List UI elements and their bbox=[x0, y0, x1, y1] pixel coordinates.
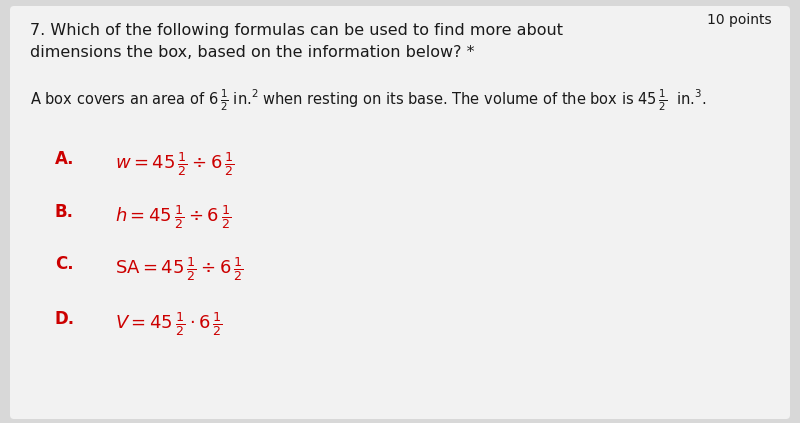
Text: C.: C. bbox=[55, 255, 74, 273]
Text: A box covers an area of $6\,\frac{1}{2}$ in.$^2$ when resting on its base. The v: A box covers an area of $6\,\frac{1}{2}$… bbox=[30, 88, 706, 113]
Text: $h = 45\,\frac{1}{2} \div 6\,\frac{1}{2}$: $h = 45\,\frac{1}{2} \div 6\,\frac{1}{2}… bbox=[115, 203, 231, 231]
Text: B.: B. bbox=[55, 203, 74, 221]
Text: 10 points: 10 points bbox=[707, 13, 772, 27]
Text: $\mathrm{SA} = 45\,\frac{1}{2} \div 6\,\frac{1}{2}$: $\mathrm{SA} = 45\,\frac{1}{2} \div 6\,\… bbox=[115, 255, 243, 283]
FancyBboxPatch shape bbox=[10, 6, 790, 419]
Text: 7. Which of the following formulas can be used to find more about: 7. Which of the following formulas can b… bbox=[30, 23, 563, 38]
Text: D.: D. bbox=[55, 310, 75, 328]
Text: dimensions the box, based on the information below? *: dimensions the box, based on the informa… bbox=[30, 45, 474, 60]
Text: $V = 45\,\frac{1}{2} \cdot 6\,\frac{1}{2}$: $V = 45\,\frac{1}{2} \cdot 6\,\frac{1}{2… bbox=[115, 310, 222, 338]
Text: $w = 45\,\frac{1}{2} \div 6\,\frac{1}{2}$: $w = 45\,\frac{1}{2} \div 6\,\frac{1}{2}… bbox=[115, 150, 234, 178]
Text: A.: A. bbox=[55, 150, 74, 168]
